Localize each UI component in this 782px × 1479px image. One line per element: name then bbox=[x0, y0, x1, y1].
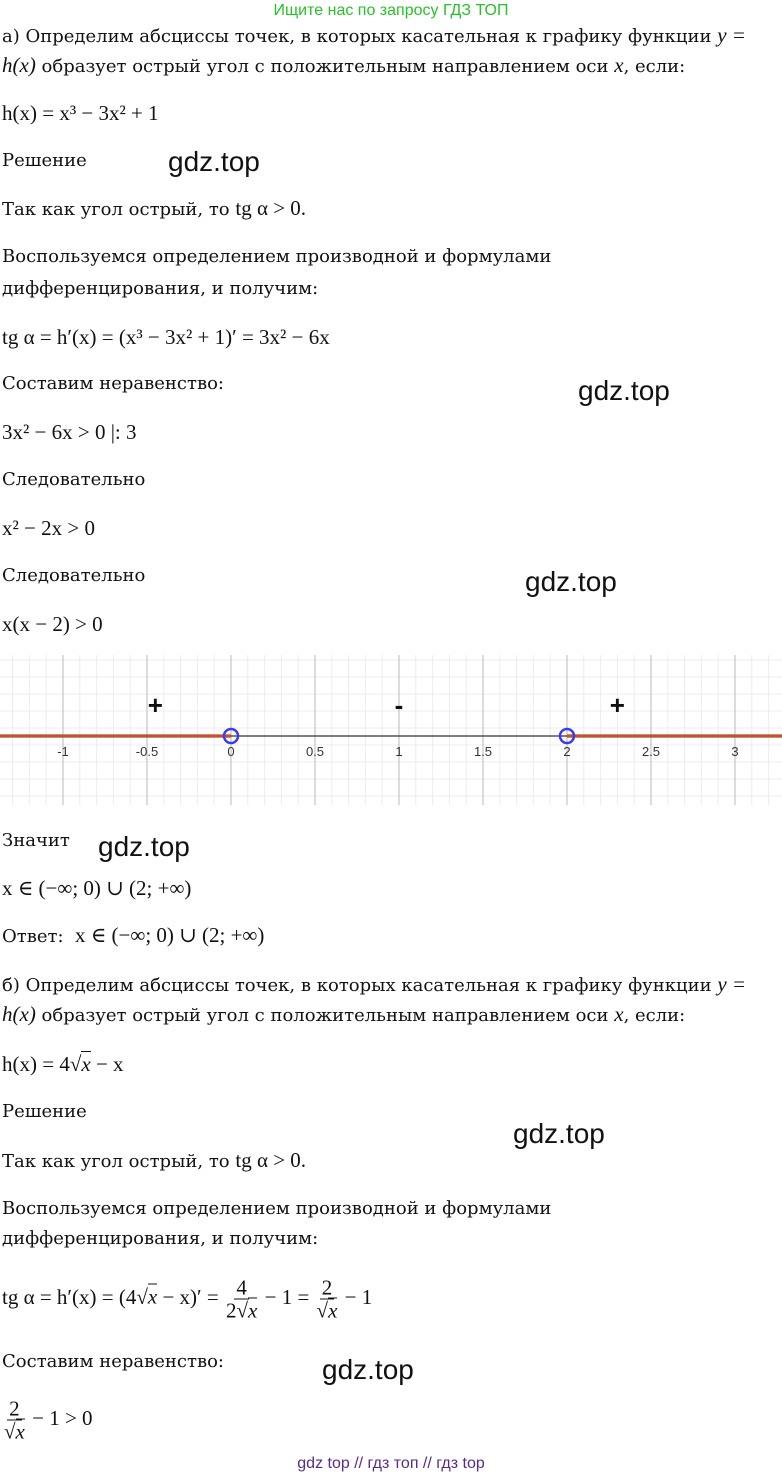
part-a-use2: дифференцирования, и получим: bbox=[2, 278, 319, 299]
part-a-hence1: Следовательно bbox=[2, 469, 146, 490]
part-a-compose: Составим неравенство: bbox=[2, 373, 224, 394]
part-a-result: x ∈ (−∞; 0) ∪ (2; +∞) bbox=[2, 876, 192, 900]
part-a-intro-line1: а) Определим абсциссы точек, в которых к… bbox=[2, 23, 746, 47]
interval-sign: - bbox=[395, 690, 404, 720]
part-b-use1: Воспользуемся определением производной и… bbox=[2, 1198, 552, 1219]
interval-sign: + bbox=[610, 690, 625, 720]
tick-label: -0.5 bbox=[136, 744, 158, 759]
watermark: gdz.top bbox=[168, 146, 260, 177]
part-a-hence2: Следовательно bbox=[2, 565, 146, 586]
search-hint-header: Ищите нас по запросу ГДЗ ТОП bbox=[273, 2, 509, 19]
watermark: gdz.top bbox=[513, 1118, 605, 1149]
footer-links: gdz top // гдз топ // гдз top bbox=[297, 1455, 485, 1472]
part-a-answer: Ответ: x ∈ (−∞; 0) ∪ (2; +∞) bbox=[2, 923, 265, 947]
watermark: gdz.top bbox=[525, 566, 617, 597]
watermark: gdz.top bbox=[578, 375, 670, 406]
tick-label: 2 bbox=[563, 744, 570, 759]
part-b-derivative: tg α = h′(x) = (4√x − x)′ = 4 2√x − 1 = 2… bbox=[2, 1275, 373, 1323]
part-b-use2: дифференцирования, и получим: bbox=[2, 1228, 319, 1249]
part-b-intro-line1: б) Определим абсциссы точек, в которых к… bbox=[2, 972, 747, 996]
root-marker-open bbox=[222, 727, 240, 745]
part-a-solution-label: Решение bbox=[2, 150, 87, 171]
root-marker-open bbox=[558, 727, 576, 745]
part-a-function: h(x) = x³ − 3x² + 1 bbox=[2, 101, 159, 125]
part-a-ineq3: x(x − 2) > 0 bbox=[2, 612, 103, 636]
part-b-intro-line2: h(x) образует острый угол с положительны… bbox=[2, 1002, 686, 1026]
tick-label: -1 bbox=[57, 744, 69, 759]
part-a-acute: Так как угол острый, то tg α > 0. bbox=[2, 196, 307, 220]
part-a-intro-line2: h(x) образует острый угол с положительны… bbox=[2, 53, 686, 77]
tick-label: 2.5 bbox=[642, 744, 660, 759]
interval-sign: + bbox=[148, 690, 163, 720]
tick-label: 3 bbox=[731, 744, 738, 759]
part-b-inequality: 2 √x − 1 > 0 bbox=[4, 1396, 93, 1444]
part-a-use1: Воспользуемся определением производной и… bbox=[2, 246, 552, 267]
number-line-figure: -1 -0.5 0 0.5 1 1.5 2 2.5 3 + - + bbox=[0, 655, 782, 805]
part-b-compose: Составим неравенство: bbox=[2, 1351, 224, 1372]
part-a-ineq1: 3x² − 6x > 0 |: 3 bbox=[2, 420, 137, 444]
part-b-acute: Так как угол острый, то tg α > 0. bbox=[2, 1148, 307, 1172]
tick-label: 1 bbox=[395, 744, 402, 759]
watermark: gdz.top bbox=[322, 1354, 414, 1385]
part-b-solution-label: Решение bbox=[2, 1101, 87, 1122]
watermark: gdz.top bbox=[98, 831, 190, 862]
tick-label: 1.5 bbox=[474, 744, 492, 759]
part-a-derivative: tg α = h′(x) = (x³ − 3x² + 1)′ = 3x² − 6… bbox=[2, 325, 330, 349]
tick-label: 0.5 bbox=[306, 744, 324, 759]
part-a-ineq2: x² − 2x > 0 bbox=[2, 516, 95, 540]
tick-label: 0 bbox=[227, 744, 234, 759]
part-b-function: h(x) = 4√x − x bbox=[2, 1051, 124, 1076]
part-a-therefore: Значит bbox=[2, 830, 70, 851]
